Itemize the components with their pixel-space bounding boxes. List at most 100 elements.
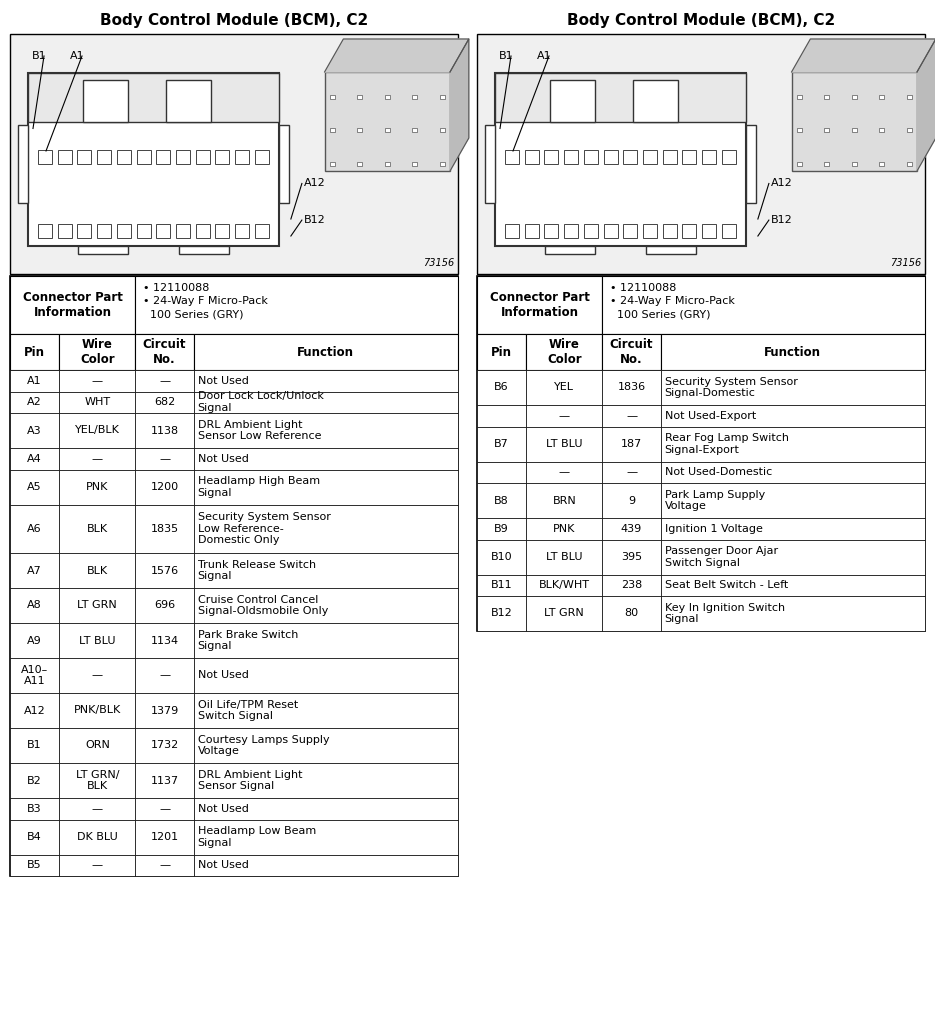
Text: BLK: BLK: [87, 523, 108, 534]
Text: Courtesy Lamps Supply
Voltage: Courtesy Lamps Supply Voltage: [197, 734, 329, 757]
Bar: [661, 574, 925, 596]
Bar: [59, 798, 136, 819]
Bar: [38, 224, 52, 238]
Text: —: —: [92, 804, 103, 814]
Bar: [79, 246, 128, 254]
Text: —: —: [559, 411, 570, 421]
Bar: [643, 224, 657, 238]
Bar: [602, 518, 661, 540]
Bar: [329, 95, 335, 98]
Text: • 12110088
• 24-Way F Micro-Pack
  100 Series (GRY): • 12110088 • 24-Way F Micro-Pack 100 Ser…: [611, 283, 735, 319]
Bar: [385, 128, 390, 132]
Bar: [526, 406, 602, 427]
Text: A4: A4: [27, 454, 42, 464]
Text: B12: B12: [770, 215, 793, 225]
Text: B12: B12: [491, 608, 512, 618]
Bar: [440, 162, 445, 166]
Text: B6: B6: [495, 383, 509, 392]
Bar: [58, 224, 72, 238]
Text: B3: B3: [27, 804, 42, 814]
Text: A1: A1: [70, 51, 85, 61]
Text: WHT: WHT: [84, 397, 110, 408]
Bar: [156, 224, 170, 238]
Bar: [194, 449, 458, 469]
Text: Circuit
No.: Circuit No.: [610, 338, 654, 366]
Bar: [624, 224, 638, 238]
Bar: [661, 596, 925, 631]
Bar: [59, 763, 136, 798]
Text: LT GRN/
BLK: LT GRN/ BLK: [76, 770, 119, 792]
Bar: [329, 162, 335, 166]
Bar: [59, 334, 136, 370]
Bar: [602, 406, 661, 427]
Bar: [477, 276, 602, 334]
Text: PNK: PNK: [86, 482, 108, 492]
Text: Not Used: Not Used: [197, 804, 249, 814]
Bar: [604, 150, 618, 164]
Bar: [136, 693, 194, 728]
Bar: [10, 276, 458, 876]
Text: Not Used: Not Used: [197, 376, 249, 386]
Bar: [59, 553, 136, 588]
Bar: [797, 162, 801, 166]
Bar: [78, 224, 92, 238]
Bar: [194, 413, 458, 449]
Bar: [18, 125, 28, 203]
Text: Connector Part
Information: Connector Part Information: [490, 291, 590, 319]
Text: 696: 696: [154, 600, 175, 610]
Bar: [526, 334, 602, 370]
Text: B9: B9: [495, 523, 509, 534]
Bar: [440, 95, 445, 98]
Bar: [824, 128, 829, 132]
Bar: [505, 150, 519, 164]
Bar: [526, 540, 602, 574]
Bar: [505, 224, 519, 238]
Bar: [10, 334, 59, 370]
Text: B12: B12: [304, 215, 325, 225]
Bar: [440, 128, 445, 132]
Bar: [59, 413, 136, 449]
Bar: [10, 658, 59, 693]
Bar: [194, 658, 458, 693]
Text: LT GRN: LT GRN: [544, 608, 584, 618]
Bar: [880, 95, 885, 98]
Text: B1: B1: [27, 740, 42, 751]
Bar: [194, 370, 458, 391]
Text: A1: A1: [27, 376, 42, 386]
Bar: [136, 728, 194, 763]
Text: B4: B4: [27, 831, 42, 842]
Bar: [194, 623, 458, 658]
Bar: [357, 162, 362, 166]
Bar: [137, 224, 151, 238]
Bar: [59, 819, 136, 854]
Text: B7: B7: [495, 439, 509, 449]
Bar: [880, 162, 885, 166]
Text: 1134: 1134: [151, 636, 179, 645]
Bar: [194, 505, 458, 553]
Bar: [10, 588, 59, 623]
Bar: [602, 370, 661, 406]
Bar: [477, 406, 526, 427]
Bar: [412, 128, 417, 132]
Text: —: —: [92, 454, 103, 464]
Bar: [495, 73, 746, 246]
Text: DRL Ambient Light
Sensor Signal: DRL Ambient Light Sensor Signal: [197, 770, 302, 792]
Bar: [59, 658, 136, 693]
Text: Circuit
No.: Circuit No.: [143, 338, 186, 366]
Bar: [10, 413, 59, 449]
Bar: [194, 854, 458, 876]
Bar: [663, 150, 677, 164]
Text: LT BLU: LT BLU: [79, 636, 116, 645]
Text: B1: B1: [32, 51, 47, 61]
Bar: [602, 276, 925, 334]
Bar: [412, 95, 417, 98]
Bar: [195, 150, 209, 164]
Text: Ignition 1 Voltage: Ignition 1 Voltage: [665, 523, 763, 534]
Text: 80: 80: [625, 608, 639, 618]
Bar: [97, 150, 111, 164]
Text: Oil Life/TPM Reset
Switch Signal: Oil Life/TPM Reset Switch Signal: [197, 699, 298, 721]
Bar: [643, 150, 657, 164]
Bar: [38, 150, 52, 164]
Text: Body Control Module (BCM), C2: Body Control Module (BCM), C2: [100, 13, 368, 29]
Text: ORN: ORN: [85, 740, 109, 751]
